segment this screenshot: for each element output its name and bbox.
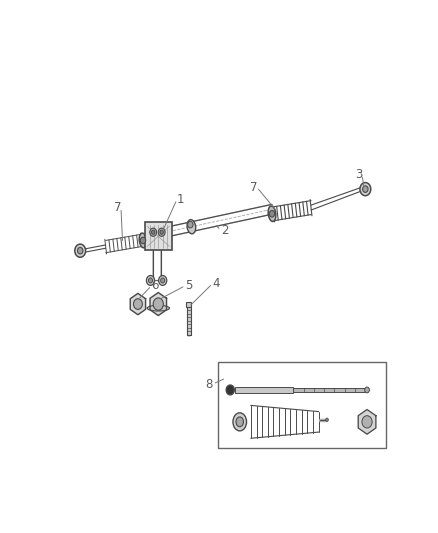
Circle shape [269,211,275,217]
Circle shape [153,298,163,310]
Text: 5: 5 [185,279,193,292]
Circle shape [365,387,369,393]
Circle shape [362,416,372,428]
Circle shape [363,186,368,192]
Circle shape [161,278,165,283]
Circle shape [152,230,155,235]
Circle shape [146,276,155,285]
Text: 6: 6 [151,279,159,292]
Ellipse shape [233,413,247,431]
Circle shape [150,228,156,236]
Ellipse shape [139,233,147,248]
Text: 2: 2 [221,224,228,237]
Ellipse shape [268,206,276,222]
Text: 3: 3 [355,168,362,181]
Circle shape [226,385,234,395]
Bar [218,361,386,448]
Circle shape [78,247,83,254]
Polygon shape [358,409,376,434]
Bar [293,388,365,392]
Circle shape [148,278,152,283]
Polygon shape [150,293,166,316]
Circle shape [159,276,167,285]
Ellipse shape [187,220,196,234]
Circle shape [187,221,193,228]
Ellipse shape [147,305,170,311]
Bar [235,386,293,393]
Text: 8: 8 [205,377,213,391]
Circle shape [134,298,142,309]
Text: 7: 7 [114,201,121,214]
Bar [186,302,191,306]
FancyBboxPatch shape [145,222,172,251]
Text: 7: 7 [250,181,257,193]
Circle shape [325,418,328,422]
Circle shape [75,244,86,257]
Text: 1: 1 [177,193,184,206]
Circle shape [160,230,163,235]
Ellipse shape [236,417,244,427]
Circle shape [140,237,146,244]
Circle shape [158,228,165,236]
Circle shape [360,183,371,196]
Text: 4: 4 [212,277,220,290]
Polygon shape [130,293,145,314]
